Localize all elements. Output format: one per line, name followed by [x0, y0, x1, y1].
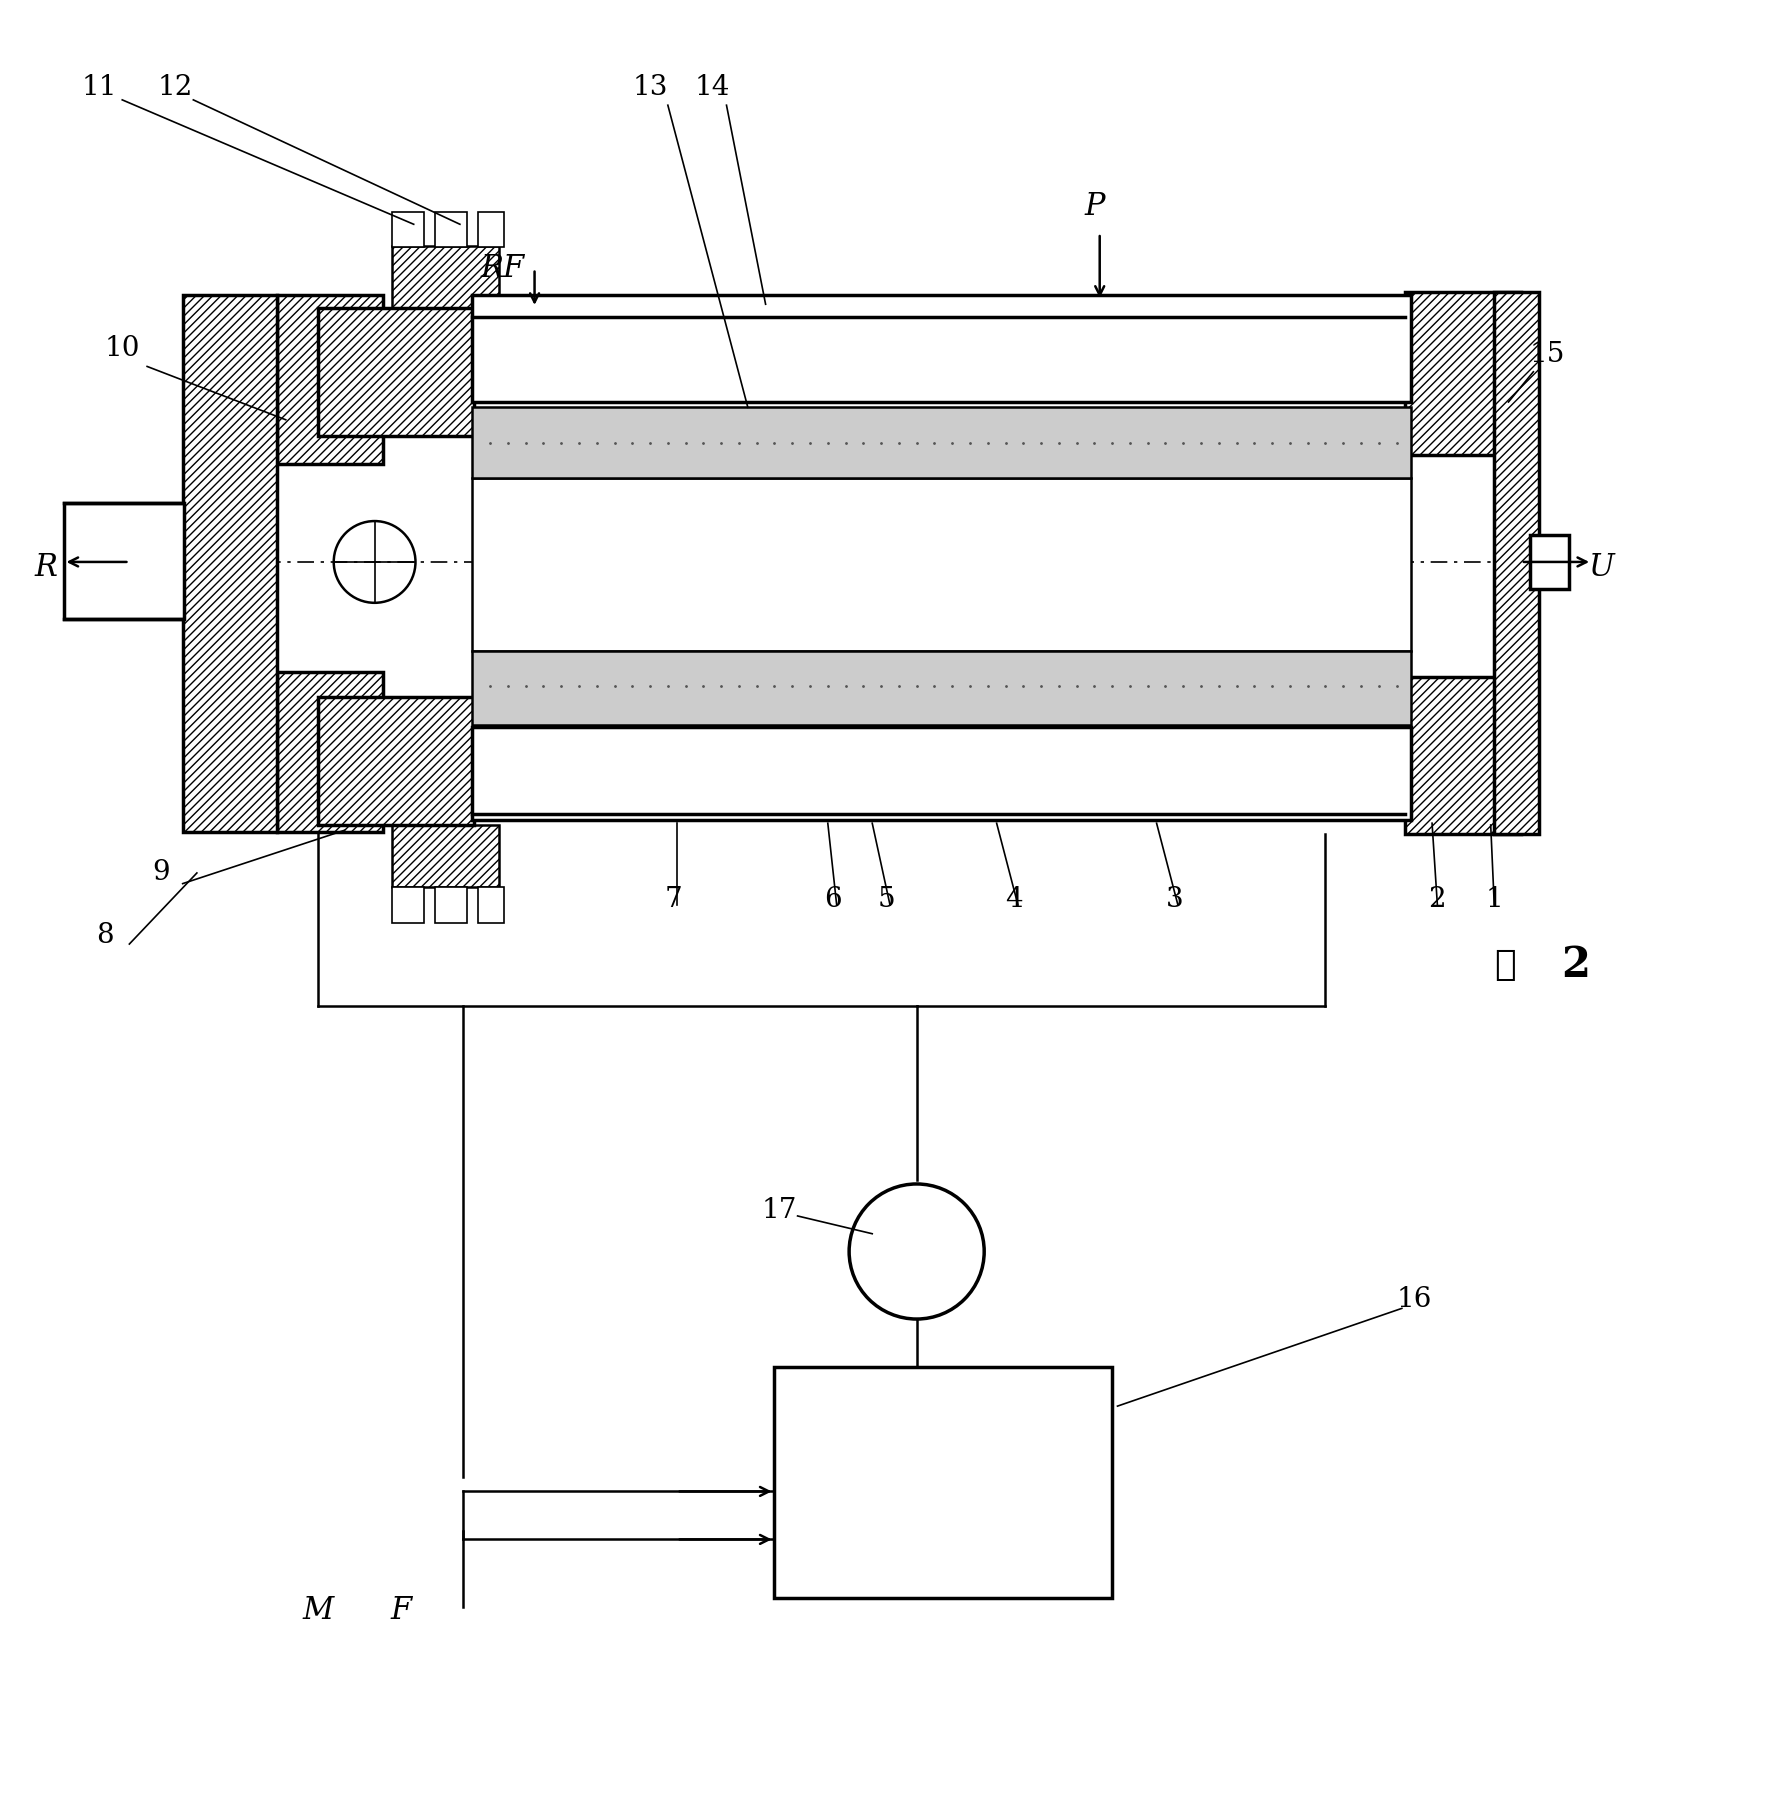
Bar [434, 887, 466, 923]
Text: M: M [303, 1595, 333, 1626]
Text: 1: 1 [1485, 887, 1502, 914]
Text: 9: 9 [153, 859, 171, 887]
Bar [472, 650, 1412, 725]
Bar [472, 727, 1412, 819]
Text: 11: 11 [82, 74, 117, 102]
Bar [392, 825, 498, 887]
Bar [472, 478, 1412, 650]
Text: 16: 16 [1397, 1286, 1431, 1314]
Bar [477, 213, 504, 247]
Text: 2: 2 [1429, 887, 1445, 914]
Text: 2: 2 [1561, 945, 1591, 987]
Text: 12: 12 [158, 74, 194, 102]
Bar [278, 296, 383, 463]
Bar [392, 213, 424, 247]
Text: 图: 图 [1493, 948, 1517, 983]
Text: 5: 5 [878, 887, 895, 914]
Text: 3: 3 [1166, 887, 1184, 914]
Text: P: P [1084, 191, 1105, 222]
Text: R: R [34, 552, 57, 583]
Text: 10: 10 [105, 334, 141, 362]
Bar [477, 887, 504, 923]
Text: 14: 14 [694, 74, 730, 102]
Bar [64, 503, 185, 620]
Bar [392, 245, 498, 307]
Bar [183, 296, 278, 832]
Text: 7: 7 [664, 887, 682, 914]
Text: 6: 6 [824, 887, 842, 914]
Bar [1406, 293, 1520, 456]
Bar [434, 213, 466, 247]
Bar [1493, 293, 1538, 834]
Bar [774, 1366, 1112, 1599]
Bar [472, 296, 1412, 402]
Bar [278, 672, 383, 832]
Text: F: F [390, 1595, 411, 1626]
Bar [1529, 536, 1568, 589]
Bar [319, 698, 473, 825]
Text: RF: RF [481, 253, 525, 283]
Text: 8: 8 [96, 921, 114, 948]
Bar [392, 887, 424, 923]
Bar [472, 407, 1412, 478]
Text: 13: 13 [632, 74, 668, 102]
Text: 4: 4 [1006, 887, 1024, 914]
Text: 17: 17 [762, 1197, 797, 1225]
Bar [319, 307, 473, 436]
Bar [1406, 678, 1520, 834]
Text: U: U [1588, 552, 1614, 583]
Text: 15: 15 [1529, 340, 1565, 367]
